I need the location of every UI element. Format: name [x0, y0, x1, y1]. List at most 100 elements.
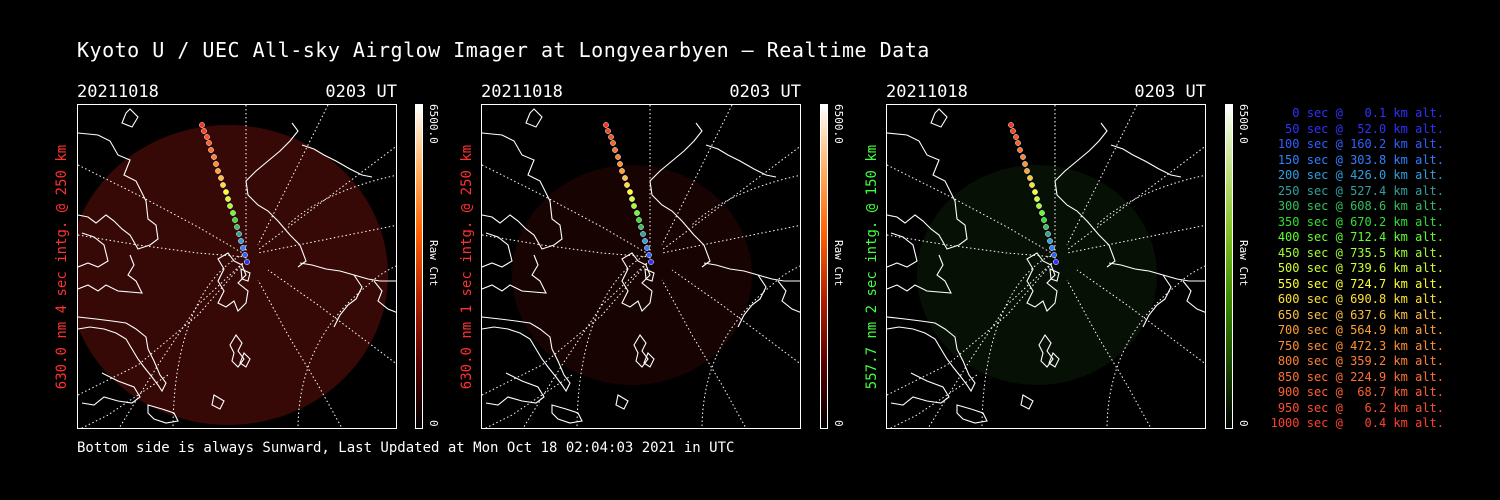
trajectory-point: [622, 175, 628, 181]
coastline: [299, 262, 396, 282]
legend-item: 950 sec @ 6.2 km alt.: [1270, 400, 1444, 415]
grid-line: [297, 265, 396, 428]
coastline: [240, 268, 251, 282]
trajectory-point: [648, 259, 654, 265]
trajectory-point: [1015, 140, 1021, 146]
coastline: [887, 254, 952, 294]
coastline: [1182, 280, 1205, 313]
panel-3-ylabel: 557.7 nm 2 sec intg. @ 150 km: [862, 104, 882, 429]
trajectory-point: [213, 161, 219, 167]
trajectory-point: [215, 168, 221, 174]
coastline: [777, 280, 800, 313]
trajectory-point: [220, 182, 226, 188]
footer-note: Bottom side is always Sunward, Last Upda…: [77, 440, 735, 456]
panel-3-time: 0203 UT: [1134, 82, 1206, 102]
trajectory-point: [638, 224, 644, 230]
panel-1-ylabel-text: 630.0 nm 4 sec intg. @ 250 km: [54, 144, 70, 389]
coastline: [633, 334, 649, 368]
trajectory-point: [230, 210, 236, 216]
legend-item: 750 sec @ 472.3 km alt.: [1270, 338, 1444, 353]
panel-2-colorbar-unit: Raw Cnt: [832, 240, 845, 287]
grid-line: [1076, 269, 1205, 365]
coastline: [1048, 352, 1060, 368]
trajectory-point: [640, 231, 646, 237]
trajectory: [1008, 122, 1059, 265]
coastline: [737, 274, 767, 328]
grid-line: [78, 164, 247, 256]
panel-2-colorbar: [820, 104, 828, 429]
grid-line: [1106, 265, 1205, 428]
trajectory-point: [208, 147, 214, 153]
trajectory: [603, 122, 654, 265]
grid-line: [257, 145, 396, 251]
panel-1-date: 20211018: [77, 82, 159, 102]
grid-line: [482, 164, 651, 256]
grid-line: [1066, 224, 1205, 254]
coastline: [525, 108, 543, 128]
panel-2-ylabel-text: 630.0 nm 1 sec intg. @ 250 km: [459, 144, 475, 389]
coastline: [81, 372, 141, 406]
trajectory-point: [1032, 189, 1038, 195]
coastline: [482, 232, 513, 268]
trajectory-point: [1036, 203, 1042, 209]
trajectory-point: [1039, 210, 1045, 216]
grid-line: [1066, 279, 1152, 428]
panel-1-colorbar: [415, 104, 423, 429]
trajectory-point: [605, 128, 611, 134]
trajectory-point: [615, 154, 621, 160]
trajectory-point: [612, 147, 618, 153]
coastline: [887, 232, 918, 268]
trajectory-point: [627, 189, 633, 195]
trajectory-point: [644, 245, 650, 251]
grid-line: [267, 269, 396, 365]
grid-line: [118, 259, 247, 428]
coastline: [1020, 394, 1034, 410]
coastline: [239, 352, 251, 368]
legend-item: 1000 sec @ 0.4 km alt.: [1270, 416, 1444, 430]
panel-3-colorbar-max: 6500.0: [1237, 104, 1250, 144]
panel-2-colorbar-min: 0: [832, 420, 845, 427]
trajectory-point: [242, 252, 248, 258]
legend-item: 550 sec @ 724.7 km alt.: [1270, 276, 1444, 291]
trajectory-point: [634, 210, 640, 216]
coastline: [482, 254, 547, 294]
legend-item: 150 sec @ 303.8 km alt.: [1270, 152, 1444, 167]
grid-line: [671, 269, 800, 365]
grid-line: [887, 164, 1056, 256]
trajectory-point: [236, 231, 242, 237]
coastline: [1142, 274, 1172, 328]
grid-line: [257, 279, 343, 428]
legend-item: 400 sec @ 712.4 km alt.: [1270, 230, 1444, 244]
trajectory: [199, 122, 250, 265]
trajectory-point: [223, 189, 229, 195]
airglow-intensity: [512, 165, 752, 385]
legend-item: 450 sec @ 735.5 km alt.: [1270, 245, 1444, 260]
grid-line: [78, 234, 247, 258]
grid-line: [691, 174, 800, 226]
lat-lon-grid: [482, 105, 800, 428]
coastlines: [78, 108, 396, 424]
coastline: [643, 352, 655, 368]
panel-3-colorbar-min: 0: [1237, 420, 1250, 427]
trajectory-point: [646, 252, 652, 258]
legend-item: 350 sec @ 670.2 km alt.: [1270, 214, 1444, 229]
trajectory-point: [1024, 168, 1030, 174]
coastline: [1110, 144, 1182, 178]
panel-3-map-svg: [887, 105, 1205, 428]
panel-1-map-svg: [78, 105, 396, 428]
grid-line: [889, 374, 978, 428]
coastline: [373, 280, 396, 313]
trajectory-point: [204, 134, 210, 140]
trajectory-point: [617, 161, 623, 167]
grid-line: [927, 259, 1056, 428]
trajectory-point: [629, 196, 635, 202]
coastline: [78, 254, 143, 294]
legend-item: 650 sec @ 637.6 km alt.: [1270, 307, 1444, 322]
trajectory-point: [624, 182, 630, 188]
trajectory-point: [631, 203, 637, 209]
panel-1-colorbar-unit: Raw Cnt: [427, 240, 440, 287]
trajectory-point: [206, 140, 212, 146]
coastlines: [482, 108, 800, 424]
coastline: [245, 122, 307, 268]
coastline: [1108, 262, 1205, 282]
